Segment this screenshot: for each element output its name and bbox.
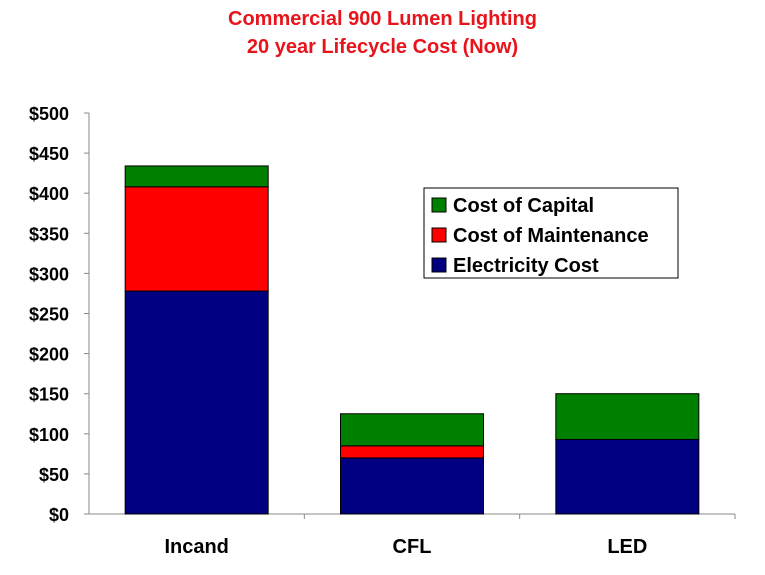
chart-title: Commercial 900 Lumen Lighting (228, 8, 537, 30)
y-tick-label: $500 (29, 104, 69, 124)
y-tick-label: $100 (29, 425, 69, 445)
legend-swatch (431, 197, 447, 213)
bar-segment-electricity-cost (124, 290, 269, 515)
x-category-label: Incand (164, 536, 228, 558)
legend-label: Cost of Capital (453, 195, 594, 217)
y-tick-label: $400 (29, 184, 69, 204)
bar-segment-electricity-cost (555, 438, 700, 515)
legend: Cost of Capital Cost of Maintenance Electr… (423, 187, 679, 279)
y-tick-label: $350 (29, 224, 69, 244)
x-category-label: LED (607, 536, 647, 558)
y-tick-label: $50 (39, 465, 69, 485)
legend-label: Electricity Cost (453, 255, 599, 277)
bar-segment-cost-of-maintenance (124, 186, 269, 292)
y-tick-label: $150 (29, 385, 69, 405)
legend-swatch (431, 227, 447, 243)
category-labels: Incand CFL LED (164, 536, 647, 558)
bar-segment-cost-of-capital (555, 393, 700, 440)
bar-segment-cost-of-capital (124, 165, 269, 188)
bar-segment-electricity-cost (340, 457, 484, 515)
bar-segment-cost-of-capital (340, 413, 484, 447)
bars (124, 165, 700, 515)
y-tick-label: $250 (29, 305, 69, 325)
chart-subtitle: 20 year Lifecycle Cost (Now) (246, 36, 519, 58)
legend-box (423, 187, 679, 279)
x-category-label: CFL (393, 536, 432, 558)
y-tick-label: $200 (29, 345, 69, 365)
y-tick-label: $0 (49, 505, 69, 525)
bar-segment-cost-of-maintenance (340, 445, 484, 459)
y-tick-label: $300 (29, 264, 69, 284)
y-tick-label: $450 (29, 144, 69, 164)
legend-swatch (431, 257, 447, 273)
legend-label: Cost of Maintenance (453, 225, 649, 247)
